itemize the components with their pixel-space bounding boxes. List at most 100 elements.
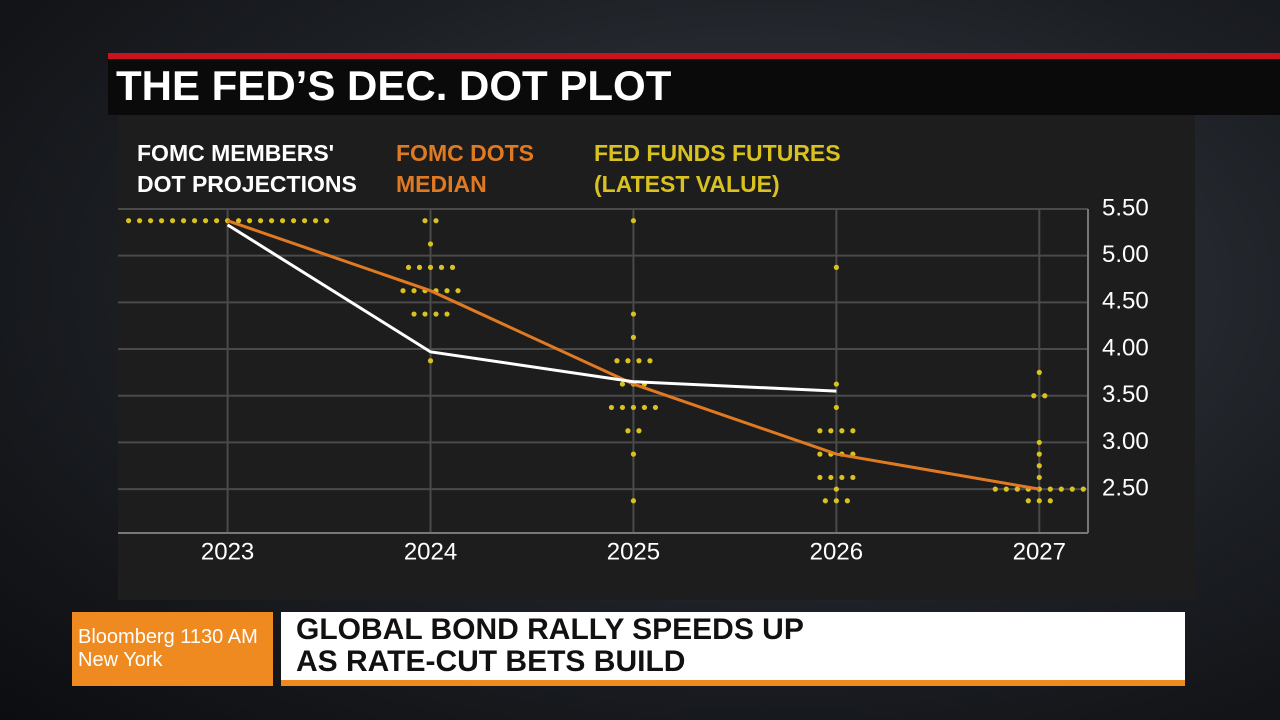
line xyxy=(227,219,1040,491)
dot xyxy=(1069,486,1075,492)
dot xyxy=(422,218,428,224)
dot xyxy=(1047,486,1053,492)
dot xyxy=(1031,393,1037,399)
legend-entry: FOMC MEMBERS' DOT PROJECTIONS xyxy=(137,140,357,197)
dot xyxy=(1036,474,1042,481)
dot xyxy=(625,358,631,364)
dot xyxy=(619,381,626,387)
dot xyxy=(1047,498,1053,504)
dot xyxy=(301,218,308,224)
line xyxy=(226,223,837,393)
dot xyxy=(416,264,423,270)
y-tick-label: 5.50 xyxy=(1102,194,1149,221)
dot xyxy=(191,218,198,224)
city: New York xyxy=(78,649,163,671)
dot xyxy=(444,288,450,294)
dot xyxy=(438,264,445,270)
dot xyxy=(290,218,297,224)
dot xyxy=(652,404,659,411)
lower-third-rule xyxy=(281,680,1185,686)
lower-third-box xyxy=(281,612,1185,680)
dot xyxy=(822,498,828,504)
dot xyxy=(1036,439,1042,446)
dot xyxy=(817,428,823,434)
dot xyxy=(850,474,856,481)
dot xyxy=(647,358,653,364)
x-tick-label: 2024 xyxy=(404,538,457,565)
dot xyxy=(1080,486,1086,492)
dot xyxy=(1036,498,1042,504)
dot xyxy=(158,218,165,224)
dot xyxy=(427,241,434,247)
dot xyxy=(1058,486,1064,492)
dot xyxy=(455,288,461,294)
x-tick-label: 2027 xyxy=(1013,538,1066,565)
dot xyxy=(608,404,615,411)
dot xyxy=(817,451,823,457)
x-tick-label: 2026 xyxy=(810,538,863,565)
dot xyxy=(636,428,642,434)
dot xyxy=(1025,498,1031,504)
dot xyxy=(1036,463,1042,469)
dot xyxy=(619,404,626,411)
dot xyxy=(268,218,275,224)
dot xyxy=(279,218,286,224)
y-tick-label: 4.50 xyxy=(1102,288,1149,315)
x-tick-label: 2025 xyxy=(607,538,660,565)
dot xyxy=(833,404,839,411)
dot xyxy=(833,264,839,270)
y-tick-label: 3.50 xyxy=(1102,381,1149,408)
dot xyxy=(312,218,319,224)
dot xyxy=(630,498,637,504)
dot xyxy=(828,474,834,481)
dot xyxy=(411,288,417,294)
dot xyxy=(839,428,845,434)
dot xyxy=(125,218,132,224)
dot xyxy=(257,218,264,224)
dot xyxy=(422,311,428,317)
dot xyxy=(630,404,637,411)
dot xyxy=(433,311,439,317)
dot xyxy=(169,218,176,224)
dot xyxy=(828,428,834,434)
dot xyxy=(427,358,434,364)
dot xyxy=(625,428,631,434)
chart-panel xyxy=(118,115,1195,600)
dot xyxy=(992,486,998,492)
dot xyxy=(817,474,823,481)
dot xyxy=(1036,369,1042,376)
dot xyxy=(630,334,637,340)
dot xyxy=(449,264,456,270)
y-tick-label: 3.00 xyxy=(1102,428,1149,455)
y-tick-label: 5.00 xyxy=(1102,241,1149,268)
dot xyxy=(136,218,143,224)
x-tick-label: 2023 xyxy=(201,538,254,565)
red-bar xyxy=(108,53,1280,59)
dot xyxy=(405,264,412,270)
lower-third-station: Bloomberg 1130 AM New York xyxy=(72,612,273,686)
dot xyxy=(839,474,845,481)
dot xyxy=(147,218,154,224)
dot xyxy=(614,358,620,364)
dot xyxy=(630,218,637,224)
dot xyxy=(433,218,439,224)
dot xyxy=(1042,393,1048,399)
chart-title: THE FED’S DEC. DOT PLOT xyxy=(116,62,672,109)
dot xyxy=(850,428,856,434)
dot xyxy=(641,404,648,411)
dot xyxy=(400,288,406,294)
dot xyxy=(630,451,637,457)
dot xyxy=(444,311,450,317)
dot xyxy=(411,311,417,317)
dot xyxy=(833,381,839,387)
dot xyxy=(323,218,330,224)
dot xyxy=(427,264,434,270)
y-tick-label: 2.50 xyxy=(1102,474,1149,501)
dot xyxy=(1003,486,1009,492)
dot xyxy=(213,218,220,224)
dot xyxy=(235,218,242,224)
dot xyxy=(202,218,209,224)
dot xyxy=(246,218,253,224)
